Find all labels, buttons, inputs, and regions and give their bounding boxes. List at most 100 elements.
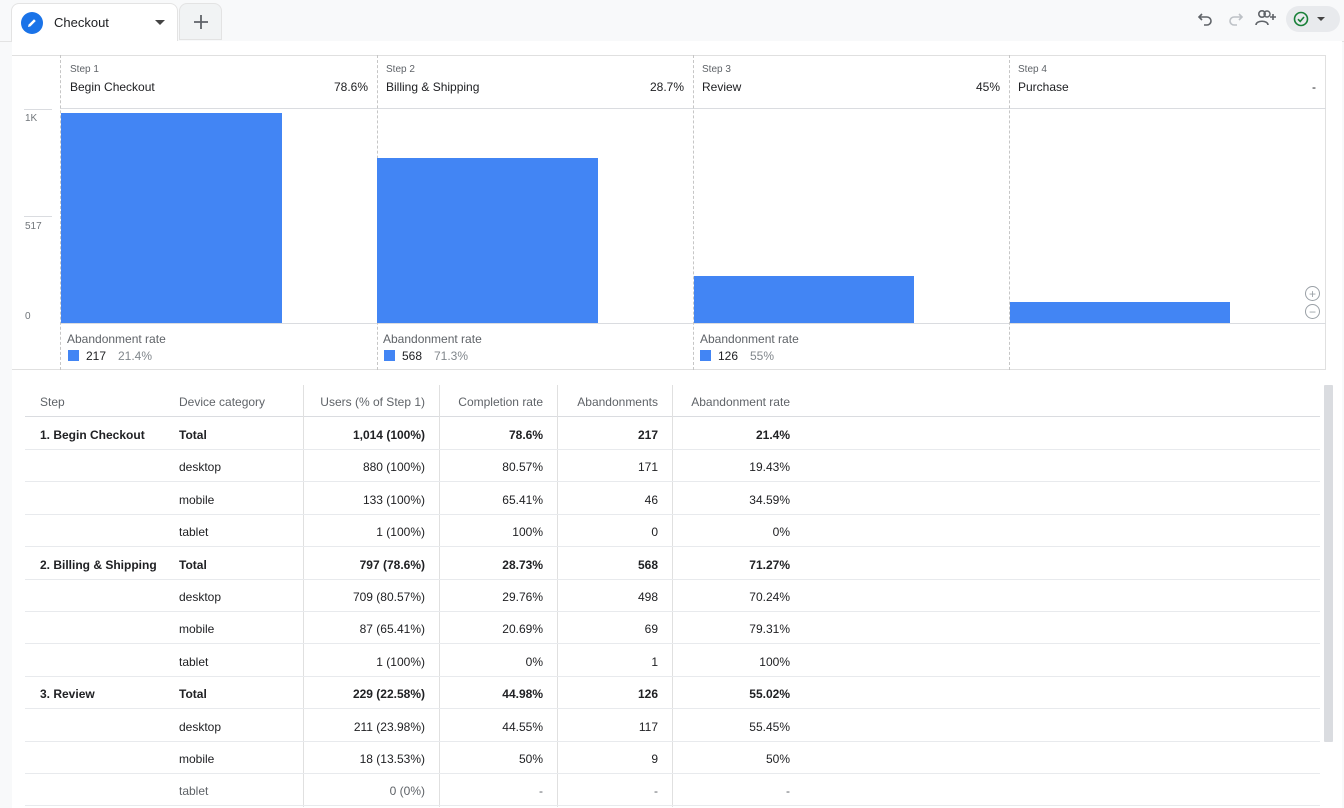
cell-abandonments: 568	[637, 558, 658, 572]
step-divider	[1009, 55, 1010, 370]
cell-users: 133 (100%)	[362, 493, 425, 507]
step-divider	[693, 55, 694, 370]
tab-checkout[interactable]: Checkout	[11, 3, 178, 42]
cell-abandonments: 126	[637, 687, 658, 701]
cell-abandonment-rate: 55.45%	[749, 720, 790, 734]
table-scrollbar[interactable]	[1324, 385, 1333, 742]
column-divider	[557, 385, 558, 807]
table-row[interactable]: tablet 0 (0%) - - -	[25, 774, 1320, 806]
cell-abandonment-rate: 70.24%	[749, 590, 790, 604]
cell-abandonment-rate: 50%	[765, 752, 790, 766]
table-row[interactable]: 1. Begin Checkout Total 1,014 (100%) 78.6% 2…	[25, 418, 1320, 450]
table-row[interactable]: desktop 880 (100%) 80.57% 171 19.43%	[25, 450, 1320, 482]
funnel-bar[interactable]	[694, 276, 914, 323]
zoom-out-icon[interactable]: −	[1305, 304, 1320, 319]
abandonment-label: Abandonment rate	[383, 332, 482, 346]
funnel-bar[interactable]	[61, 113, 282, 323]
cell-device-category: tablet	[179, 655, 209, 669]
plus-icon	[193, 14, 208, 29]
cell-step: 1. Begin Checkout	[40, 428, 145, 442]
cell-users: 1 (100%)	[376, 655, 425, 669]
chart-frame	[12, 55, 1326, 370]
cell-completion-rate: 29.76%	[502, 590, 543, 604]
cell-completion-rate: 65.41%	[502, 493, 543, 507]
cell-completion-rate: 78.6%	[508, 428, 543, 442]
cell-abandonment-rate: 19.43%	[749, 460, 790, 474]
column-divider	[672, 385, 673, 807]
cell-device-category: Total	[179, 428, 207, 442]
abandonment-label: Abandonment rate	[700, 332, 799, 346]
legend-swatch	[384, 350, 395, 361]
abandonment-count: 217	[86, 349, 107, 363]
add-person-icon[interactable]	[1254, 6, 1278, 30]
cell-completion-rate: 44.55%	[502, 720, 543, 734]
cell-users: 0 (0%)	[389, 784, 425, 798]
cell-users: 1 (100%)	[376, 525, 425, 539]
cell-abandonment-rate: 79.31%	[749, 622, 790, 636]
column-divider	[439, 385, 440, 807]
table-row[interactable]: desktop 709 (80.57%) 29.76% 498 70.24%	[25, 580, 1320, 612]
cell-completion-rate: 0%	[525, 655, 543, 669]
undo-icon[interactable]	[1193, 6, 1217, 30]
table-row[interactable]: mobile 133 (100%) 65.41% 46 34.59%	[25, 483, 1320, 515]
cell-abandonments: 9	[651, 752, 658, 766]
step-number: Step 4	[1018, 64, 1047, 75]
abandonment-percent: 21.4%	[118, 349, 153, 363]
cell-step: 3. Review	[40, 687, 95, 701]
top-bar: Checkout	[0, 0, 1344, 42]
legend-swatch	[68, 350, 79, 361]
tab-menu-caret-icon[interactable]	[155, 20, 165, 25]
cell-abandonment-rate: 0%	[772, 525, 790, 539]
column-header-step[interactable]: Step	[40, 395, 65, 409]
cell-completion-rate: 44.98%	[502, 687, 543, 701]
abandonment-percent: 71.3%	[434, 349, 469, 363]
cell-device-category: desktop	[179, 460, 222, 474]
table-row[interactable]: desktop 211 (23.98%) 44.55% 117 55.45%	[25, 710, 1320, 742]
step-completion-rate: 28.7%	[649, 80, 684, 94]
add-tab-button[interactable]	[179, 3, 222, 40]
step-divider	[60, 55, 61, 370]
cell-abandonments: 171	[637, 460, 658, 474]
y-tick-label: 1K	[25, 113, 38, 124]
cell-completion-rate: 20.69%	[502, 622, 543, 636]
cell-users: 18 (13.53%)	[359, 752, 425, 766]
abandonment-count: 126	[718, 349, 739, 363]
abandonment-label: Abandonment rate	[67, 332, 166, 346]
cell-abandonments: 0	[651, 525, 658, 539]
cell-device-category: Total	[179, 687, 207, 701]
table-row[interactable]: 3. Review Total 229 (22.58%) 44.98% 126 55.02…	[25, 677, 1320, 709]
cell-completion-rate: 80.57%	[502, 460, 543, 474]
step-name: Review	[702, 80, 742, 94]
table-row[interactable]: 2. Billing & Shipping Total 797 (78.6%) 28.…	[25, 548, 1320, 580]
cell-abandonments: 498	[637, 590, 658, 604]
cell-device-category: Total	[179, 558, 207, 572]
column-header-users[interactable]: Users (% of Step 1)	[320, 395, 425, 409]
cell-abandonments: 1	[651, 655, 658, 669]
column-header-device-category[interactable]: Device category	[179, 395, 266, 409]
table-row[interactable]: mobile 18 (13.53%) 50% 9 50%	[25, 742, 1320, 774]
funnel-bar[interactable]	[377, 158, 598, 323]
cell-abandonment-rate: 55.02%	[749, 687, 790, 701]
abandonment-count: 568	[402, 349, 423, 363]
zoom-in-icon[interactable]: +	[1305, 286, 1320, 301]
redo-icon[interactable]	[1224, 6, 1248, 30]
column-header-abandonment-rate[interactable]: Abandonment rate	[691, 395, 790, 409]
cell-device-category: desktop	[179, 590, 222, 604]
pencil-icon	[21, 12, 43, 34]
y-tick-line	[24, 109, 52, 110]
cell-completion-rate: -	[539, 784, 543, 798]
check-circle-icon	[1293, 11, 1309, 27]
abandonment-percent: 55%	[750, 349, 775, 363]
cell-abandonments: 69	[644, 622, 658, 636]
cell-device-category: mobile	[179, 622, 215, 636]
legend-swatch	[700, 350, 711, 361]
funnel-bar[interactable]	[1010, 302, 1230, 323]
cell-abandonment-rate: 71.27%	[749, 558, 790, 572]
cell-abandonment-rate: 34.59%	[749, 493, 790, 507]
column-header-completion-rate[interactable]: Completion rate	[458, 395, 543, 409]
table-row[interactable]: tablet 1 (100%) 100% 0 0%	[25, 515, 1320, 547]
table-row[interactable]: tablet 1 (100%) 0% 1 100%	[25, 645, 1320, 677]
status-menu-button[interactable]	[1286, 6, 1340, 32]
table-row[interactable]: mobile 87 (65.41%) 20.69% 69 79.31%	[25, 612, 1320, 644]
column-header-abandonments[interactable]: Abandonments	[577, 395, 658, 409]
